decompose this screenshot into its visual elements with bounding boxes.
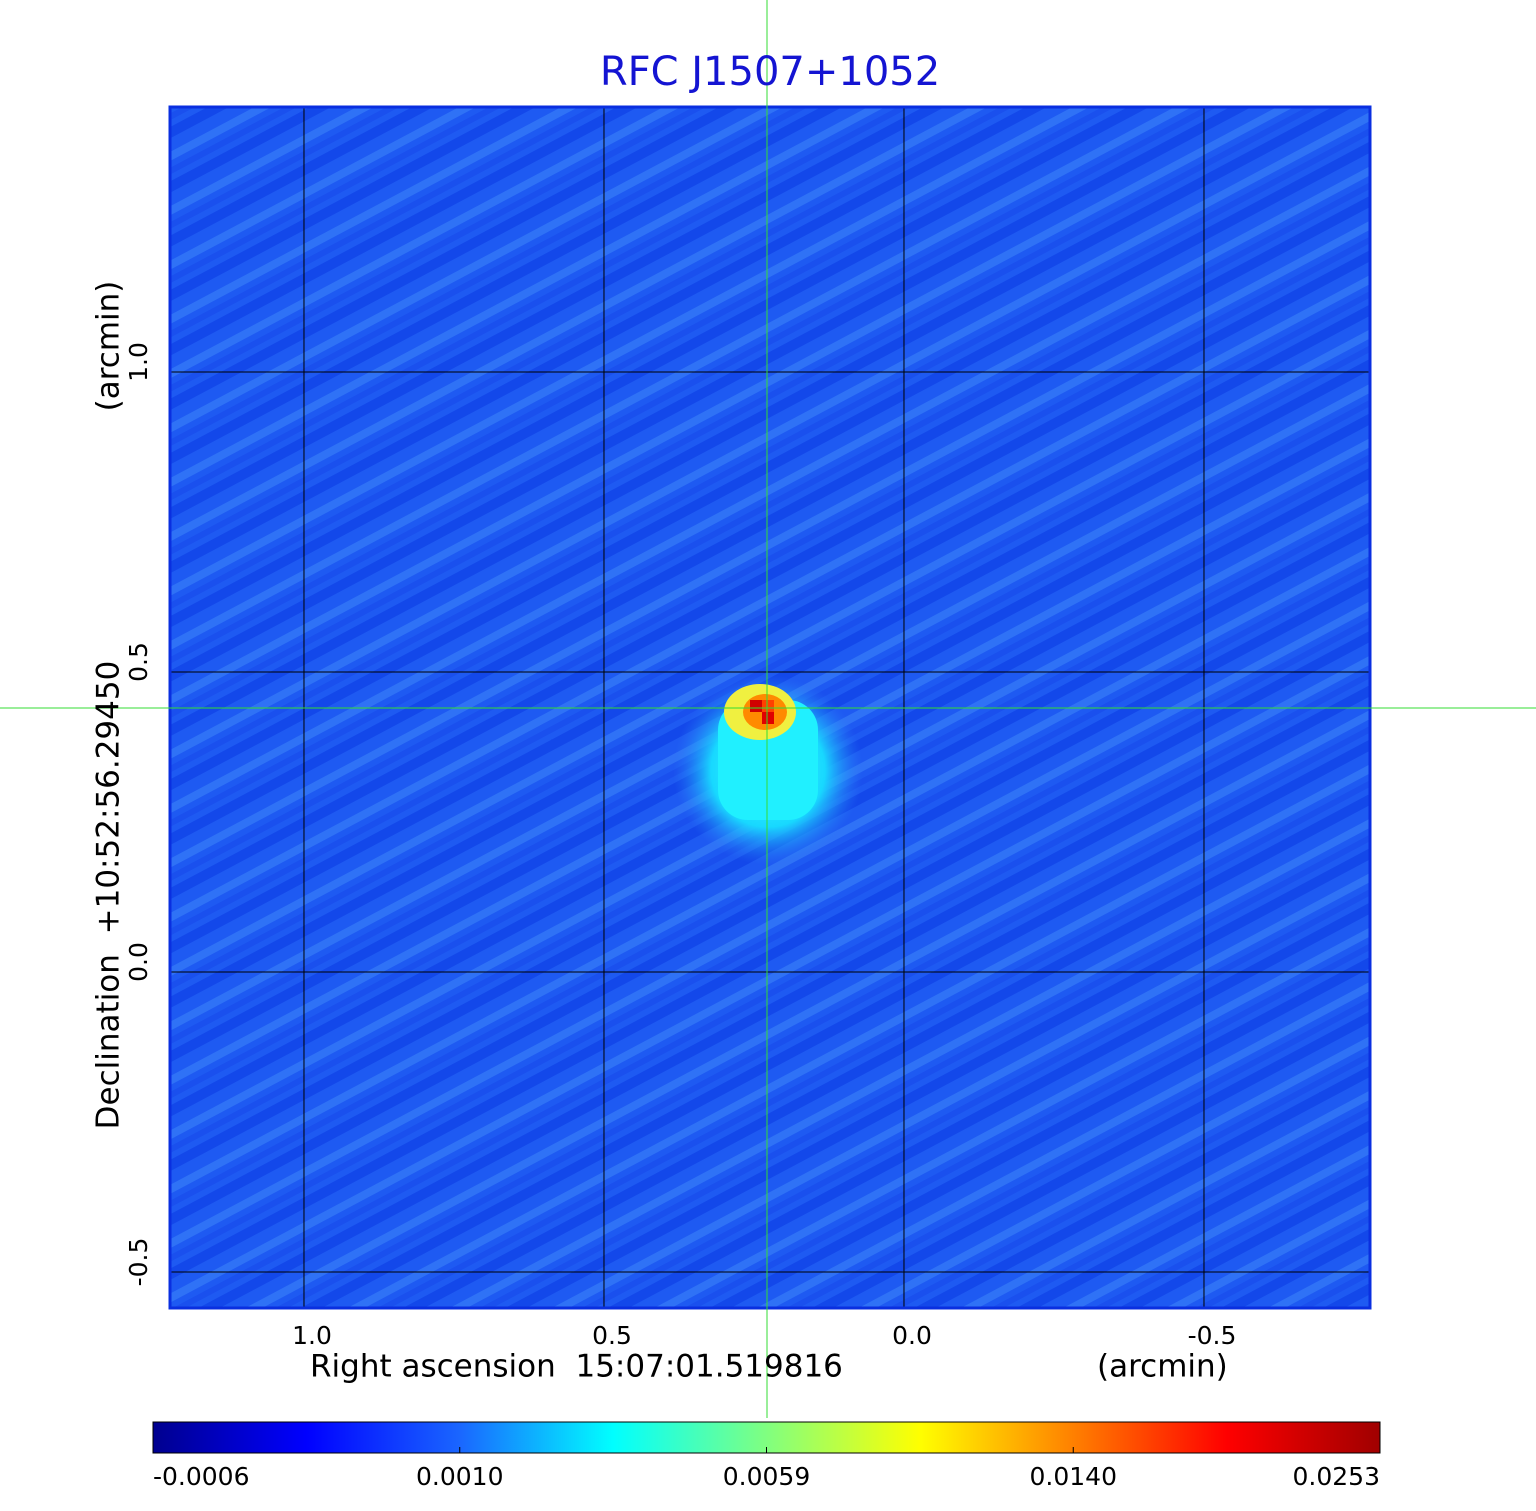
x-axis-unit: (arcmin) — [1097, 1349, 1228, 1385]
y-axis-unit: (arcmin) — [91, 281, 127, 412]
x-axis-label: Right ascension 15:07:01.519816 — [310, 1349, 843, 1385]
source-pixel — [750, 700, 762, 712]
x-tick-label: -0.5 — [1188, 1321, 1237, 1350]
y-tick-label: -0.5 — [124, 1238, 153, 1287]
x-tick-label: 1.0 — [292, 1321, 332, 1350]
colorbar-tick-label: 0.0140 — [1030, 1462, 1117, 1491]
y-axis-label: Declination +10:52:56.29450 — [91, 661, 127, 1130]
colorbar-tick-label: -0.0006 — [153, 1462, 250, 1491]
chart-title: RFC J1507+1052 — [600, 49, 940, 95]
colorbar-tick-label: 0.0253 — [1293, 1462, 1380, 1491]
colorbar-tick-label: 0.0010 — [416, 1462, 503, 1491]
x-tick-label: 0.5 — [592, 1321, 632, 1350]
y-tick-label: 0.0 — [124, 942, 153, 982]
y-tick-label: 1.0 — [124, 342, 153, 382]
source-pixel — [762, 712, 774, 724]
y-tick-label: 0.5 — [124, 642, 153, 682]
colorbar-tick-label: 0.0059 — [723, 1462, 810, 1491]
x-tick-label: 0.0 — [892, 1321, 932, 1350]
source-pixel — [762, 700, 774, 712]
